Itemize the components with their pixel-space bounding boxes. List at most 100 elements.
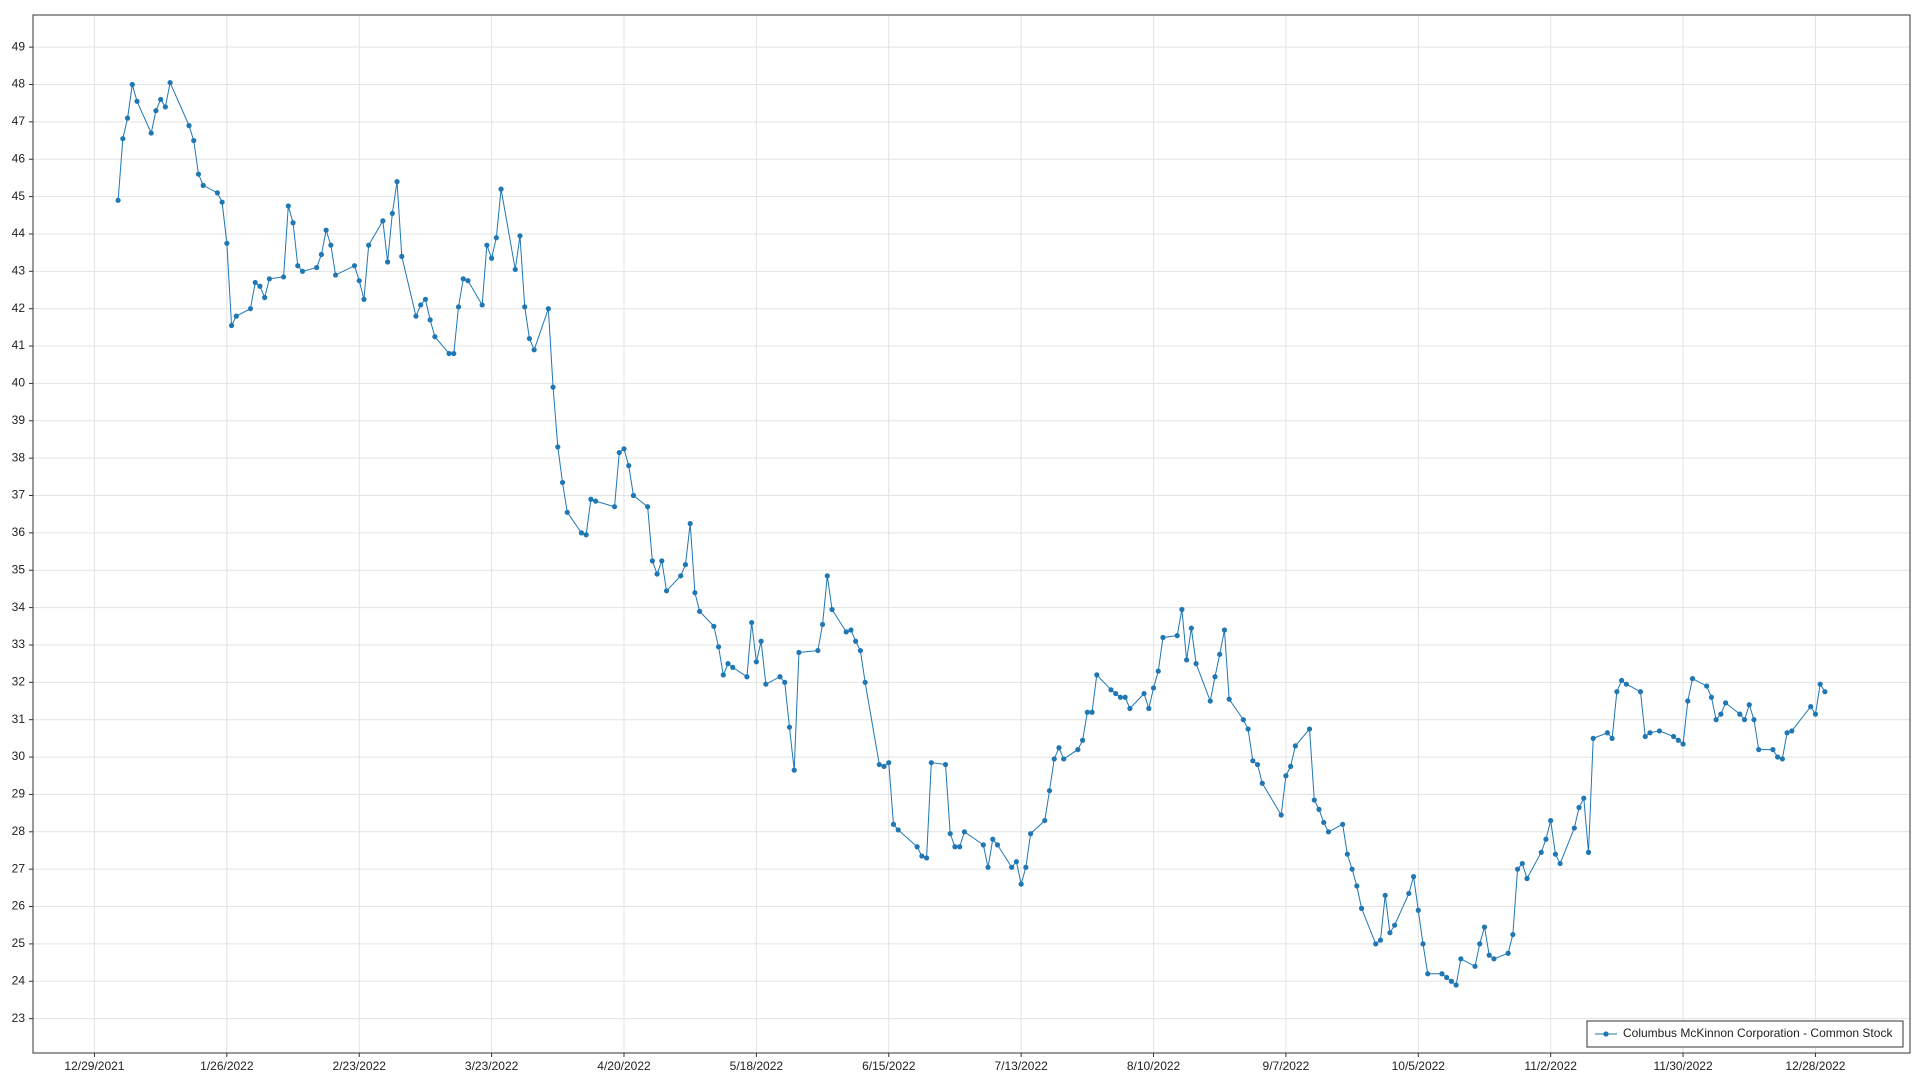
point [1623,681,1629,687]
point [1746,702,1752,708]
point [1084,709,1090,715]
y-tick-label: 30 [12,749,26,763]
point [895,827,901,833]
point [1013,859,1020,865]
point [1340,821,1346,827]
point [1458,956,1464,962]
point [862,679,868,685]
y-tick-label: 35 [12,562,26,576]
point [351,263,358,269]
point [1704,683,1710,689]
point [564,509,570,515]
point [1576,804,1582,811]
point [1571,825,1577,831]
x-tick-label: 4/20/2022 [597,1059,651,1073]
point [626,463,632,469]
point [1481,924,1488,930]
point [1415,907,1421,913]
point [266,276,272,282]
point [493,235,499,241]
x-tick-label: 10/5/2022 [1392,1059,1446,1073]
y-tick-label: 41 [12,338,26,352]
point [389,210,395,217]
point [247,306,254,312]
point [1089,709,1095,715]
point [583,532,589,538]
y-tick-label: 36 [12,525,26,539]
point [1685,698,1691,704]
point [517,233,523,239]
point [980,842,986,848]
y-tick-label: 26 [12,899,26,913]
y-tick-label: 25 [12,936,26,950]
point [1604,730,1611,736]
point [559,479,566,486]
point [1174,633,1180,639]
point [630,492,637,499]
x-tick-label: 3/23/2022 [465,1059,519,1073]
point [290,220,296,226]
x-tick-label: 1/26/2022 [200,1059,254,1073]
point [153,108,159,114]
point [1023,864,1029,870]
point [228,322,235,329]
point [526,335,533,342]
point [1637,689,1644,695]
point [380,218,386,224]
point [512,266,518,273]
point [1671,733,1677,740]
point [1444,974,1450,981]
point [1808,704,1814,710]
point [952,844,958,850]
point [947,831,953,837]
point [1316,806,1322,812]
point [1420,941,1426,947]
x-tick-label: 7/13/2022 [994,1059,1048,1073]
point [1009,864,1015,870]
point [890,821,897,827]
point [1618,677,1625,684]
point [1510,931,1516,938]
y-tick-label: 29 [12,787,26,801]
point [545,306,551,312]
point [162,104,168,110]
point [522,304,528,310]
point [682,562,689,568]
point [1051,756,1057,762]
point [848,627,854,633]
point [1585,849,1592,855]
y-tick-label: 40 [12,376,26,390]
line [117,80,1826,986]
point [1642,733,1648,740]
point [715,644,722,650]
point [1581,795,1587,801]
point [786,724,793,730]
point [200,182,206,188]
point [815,647,821,654]
point [1514,866,1521,872]
point [361,296,367,302]
y-tick-label: 42 [12,301,26,315]
point [942,761,949,768]
y-tick-label: 37 [12,488,26,502]
point [1377,937,1384,943]
point [1723,700,1729,706]
point [1349,866,1355,872]
y-tick-label: 32 [12,675,26,689]
point [252,279,258,286]
point [749,619,755,626]
point [285,203,291,209]
point [1548,817,1554,824]
point [1221,627,1228,633]
point [649,558,655,564]
point [1146,705,1152,712]
point [318,251,325,258]
point [616,449,622,456]
point [1212,674,1218,680]
y-tick-label: 23 [12,1011,26,1025]
point [678,573,684,579]
point [219,199,225,205]
point [498,186,504,192]
point [314,264,320,271]
point [1538,849,1544,855]
